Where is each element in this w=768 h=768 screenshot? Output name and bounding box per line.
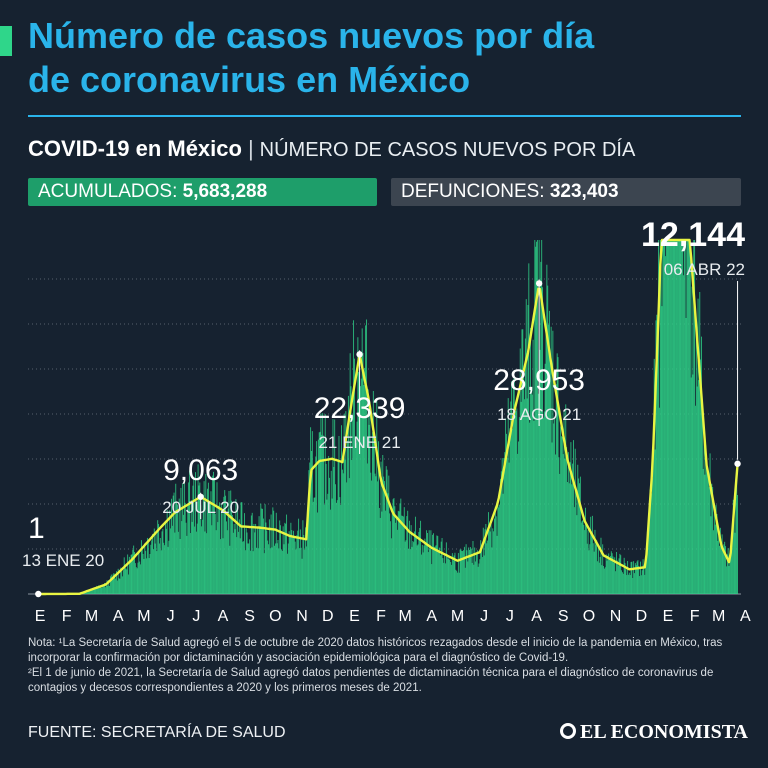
deaths-total-badge: DEFUNCIONES: 323,403 <box>391 178 741 206</box>
cases-total-value: 5,683,288 <box>182 181 268 202</box>
x-tick-label: A <box>531 608 542 625</box>
x-tick-label: J <box>480 608 488 625</box>
title-line-1: Número de casos nuevos por día <box>28 15 595 56</box>
x-tick-label: M <box>451 608 464 625</box>
annotation-value: 9,063 <box>163 454 238 487</box>
annotation-value: 1 <box>28 512 45 545</box>
x-tick-label: A <box>426 608 437 625</box>
cases-total-label: ACUMULADOS: <box>38 181 178 202</box>
x-tick-label: N <box>610 608 622 625</box>
x-tick-label: S <box>244 608 255 625</box>
annotation-dot <box>535 280 543 287</box>
x-tick-label: D <box>322 608 334 625</box>
x-tick-label: A <box>218 608 229 625</box>
x-tick-label: F <box>376 608 386 625</box>
x-tick-label: E <box>663 608 674 625</box>
x-tick-label: A <box>113 608 124 625</box>
x-tick-label: M <box>398 608 411 625</box>
x-tick-label: S <box>558 608 569 625</box>
brand-name: EL ECONOMISTA <box>580 721 748 743</box>
note-1: Nota: ¹La Secretaría de Salud agregó el … <box>28 637 723 664</box>
annotation-dot <box>734 460 741 467</box>
data-source: FUENTE: SECRETARÍA DE SALUD <box>28 724 286 741</box>
x-tick-label: J <box>192 608 200 625</box>
title-accent-mark <box>0 26 12 56</box>
subtitle-separator: | <box>247 136 254 161</box>
annotation-value: 12,144 <box>641 216 745 254</box>
brand-mark-icon <box>560 723 576 739</box>
x-tick-label: E <box>349 608 360 625</box>
chart-notes: Nota: ¹La Secretaría de Salud agregó el … <box>28 636 740 696</box>
note-2: ²El 1 de junio de 2021, la Secretaría de… <box>28 667 714 694</box>
chart-subtitle: COVID-19 en México | NÚMERO DE CASOS NUEVO… <box>28 134 635 165</box>
subtitle-strong: COVID-19 en México <box>28 136 242 161</box>
x-tick-label: M <box>85 608 98 625</box>
title-divider <box>28 115 741 117</box>
annotation-dot <box>356 351 363 358</box>
x-tick-label: O <box>583 608 595 625</box>
cases-total-badge: ACUMULADOS: 5,683,288 <box>28 178 377 206</box>
x-tick-label: J <box>167 608 175 625</box>
x-tick-label: F <box>690 608 700 625</box>
deaths-total-label: DEFUNCIONES: <box>401 181 545 202</box>
annotation-dot <box>35 590 42 598</box>
x-tick-label: M <box>712 608 725 625</box>
x-tick-label: F <box>62 608 72 625</box>
annotation-date: 13 ENE 20 <box>22 551 104 570</box>
title-line-2: de coronavirus en México <box>28 59 471 100</box>
page-title: Número de casos nuevos por día de corona… <box>28 14 748 102</box>
x-tick-label: O <box>269 608 281 625</box>
x-tick-label: D <box>636 608 648 625</box>
subtitle-rest: NÚMERO DE CASOS NUEVOS POR DÍA <box>259 139 636 161</box>
x-tick-label: M <box>137 608 150 625</box>
x-tick-label: A <box>740 608 751 625</box>
brand-logo: EL ECONOMISTA <box>560 720 748 744</box>
x-tick-label: J <box>506 608 514 625</box>
trend-line <box>38 238 739 596</box>
deaths-total-value: 323,403 <box>549 181 619 202</box>
x-tick-label: E <box>35 608 46 625</box>
annotation-date: 06 ABR 22 <box>664 260 745 279</box>
annotation-dot <box>197 493 204 500</box>
x-tick-label: N <box>296 608 308 625</box>
